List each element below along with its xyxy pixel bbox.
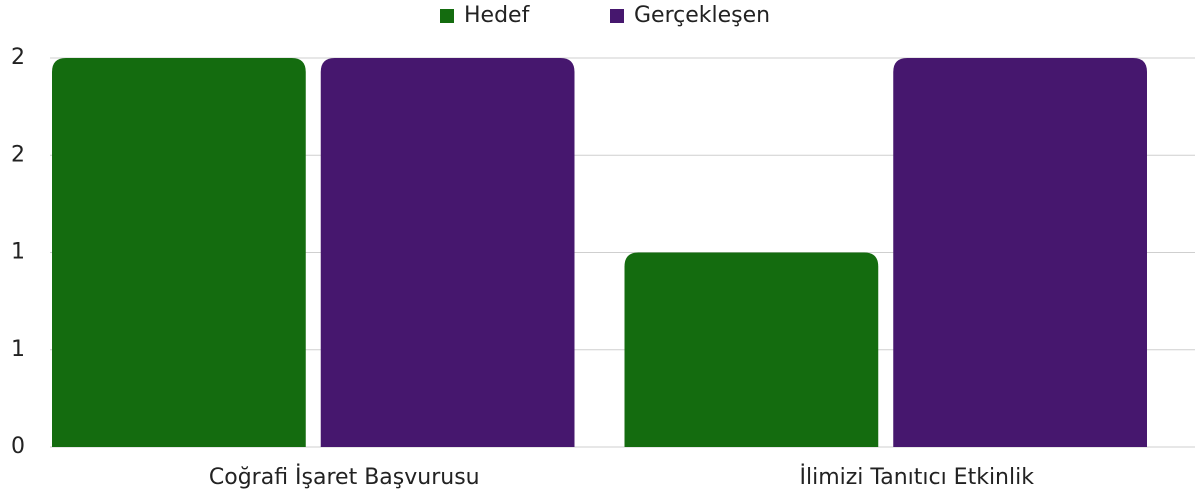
x-tick-label: Coğrafi İşaret Başvurusu bbox=[209, 464, 480, 490]
y-tick-label: 1 bbox=[11, 337, 25, 362]
y-tick-label: 0 bbox=[11, 434, 25, 459]
bar bbox=[52, 58, 306, 447]
legend-swatch bbox=[440, 9, 454, 23]
bar bbox=[893, 58, 1147, 447]
legend-swatch bbox=[610, 9, 624, 23]
y-tick-label: 2 bbox=[11, 45, 25, 70]
legend-label: Hedef bbox=[464, 3, 531, 28]
bar bbox=[624, 252, 879, 447]
legend-label: Gerçekleşen bbox=[634, 3, 770, 28]
y-tick-label: 1 bbox=[11, 240, 25, 265]
bar bbox=[320, 58, 575, 447]
y-tick-label: 2 bbox=[11, 142, 25, 167]
x-tick-label: İlimizi Tanıtıcı Etkinlik bbox=[800, 464, 1035, 490]
